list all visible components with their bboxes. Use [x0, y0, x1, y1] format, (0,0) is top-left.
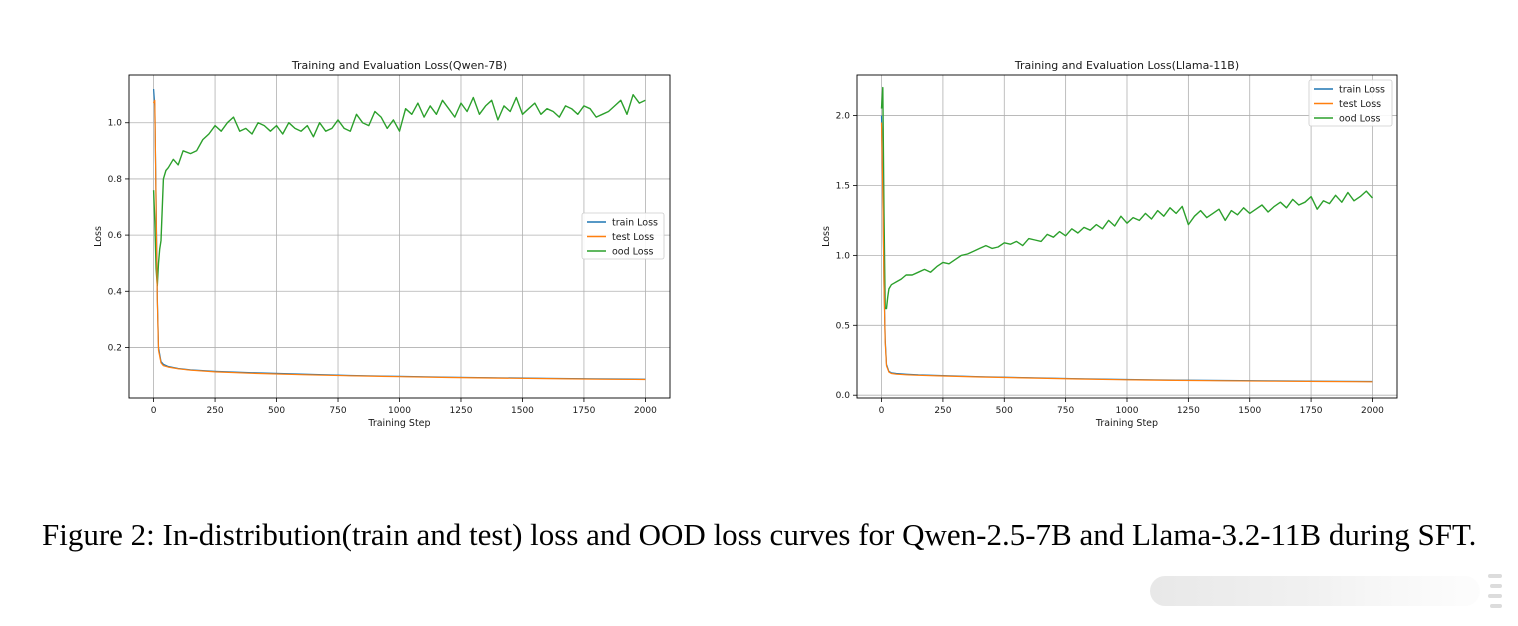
x-tick-label: 0: [151, 406, 157, 416]
x-tick-label: 1250: [1177, 406, 1200, 416]
x-tick-label: 1750: [1300, 406, 1323, 416]
x-tick-label: 500: [996, 406, 1013, 416]
y-ticks: 0.2 0.4 0.6 0.8 1.0: [108, 119, 129, 353]
y-tick-label: 0.0: [836, 391, 851, 401]
x-ticks: 0 250 500 750 1000 1250 1500 1750 2000: [879, 398, 1384, 416]
x-tick-label: 1500: [511, 406, 534, 416]
series-lines: [152, 88, 646, 381]
x-axis-label: Training Step: [367, 418, 430, 429]
chart-llama-loss: 0 250 500 750 1000 1250 1500 1750 2000 0.0 0.5 1.0…: [821, 59, 1398, 429]
y-tick-label: 0.8: [108, 175, 123, 185]
series-lines: [880, 86, 1374, 383]
y-tick-label: 1.0: [836, 251, 851, 261]
y-ticks: 0.0 0.5 1.0 1.5 2.0: [836, 112, 857, 401]
chart-title: Training and Evaluation Loss(Llama-11B): [1014, 59, 1239, 72]
chart-qwen-loss: 0 250 500 750 1000 1250 1500 1750 2000 0.2 0.4 0.6…: [93, 59, 671, 429]
x-tick-label: 500: [268, 406, 285, 416]
legend-label-ood: ood Loss: [612, 247, 654, 258]
watermark-graphic: [1150, 574, 1502, 608]
x-tick-label: 750: [329, 406, 346, 416]
legend-box: [1308, 79, 1393, 127]
y-axis-label: Loss: [93, 226, 104, 247]
legend-label-test: test Loss: [612, 232, 654, 243]
chart-title: Training and Evaluation Loss(Qwen-7B): [291, 59, 507, 72]
series-line-ood: [880, 86, 1374, 310]
y-tick-label: 0.5: [836, 321, 850, 331]
x-tick-label: 1000: [388, 406, 411, 416]
x-tick-label: 1750: [572, 406, 595, 416]
x-tick-label: 2000: [1361, 406, 1384, 416]
series-line-test: [153, 99, 646, 381]
y-tick-label: 1.0: [108, 119, 123, 129]
x-tick-label: 250: [934, 406, 951, 416]
y-tick-label: 1.5: [836, 181, 850, 191]
x-tick-label: 1250: [450, 406, 473, 416]
x-tick-label: 750: [1057, 406, 1074, 416]
x-tick-label: 1000: [1116, 406, 1139, 416]
grid-lines: [129, 75, 670, 398]
figure-caption: Figure 2: In-distribution(train and test…: [42, 517, 1477, 552]
x-axis-label: Training Step: [1095, 418, 1158, 429]
legend-label-test: test Loss: [1339, 99, 1381, 110]
legend-label-train: train Loss: [1339, 85, 1385, 96]
grid-lines: [857, 75, 1397, 398]
legend: train Loss test Loss ood Loss: [581, 212, 665, 260]
series-line-ood: [152, 93, 646, 287]
x-tick-label: 2000: [634, 406, 657, 416]
x-ticks: 0 250 500 750 1000 1250 1500 1750 2000: [151, 398, 657, 416]
x-tick-label: 1500: [1238, 406, 1261, 416]
x-tick-label: 250: [206, 406, 223, 416]
legend-label-train: train Loss: [612, 218, 658, 229]
y-axis-label: Loss: [821, 226, 832, 247]
y-tick-label: 0.2: [108, 343, 122, 353]
x-tick-label: 0: [879, 406, 885, 416]
series-line-test: [880, 122, 1373, 383]
y-tick-label: 2.0: [836, 112, 851, 122]
legend-label-ood: ood Loss: [1339, 114, 1381, 125]
y-tick-label: 0.6: [108, 231, 123, 241]
legend-box: [581, 212, 665, 260]
y-tick-label: 0.4: [108, 287, 123, 297]
legend: train Loss test Loss ood Loss: [1308, 79, 1393, 127]
